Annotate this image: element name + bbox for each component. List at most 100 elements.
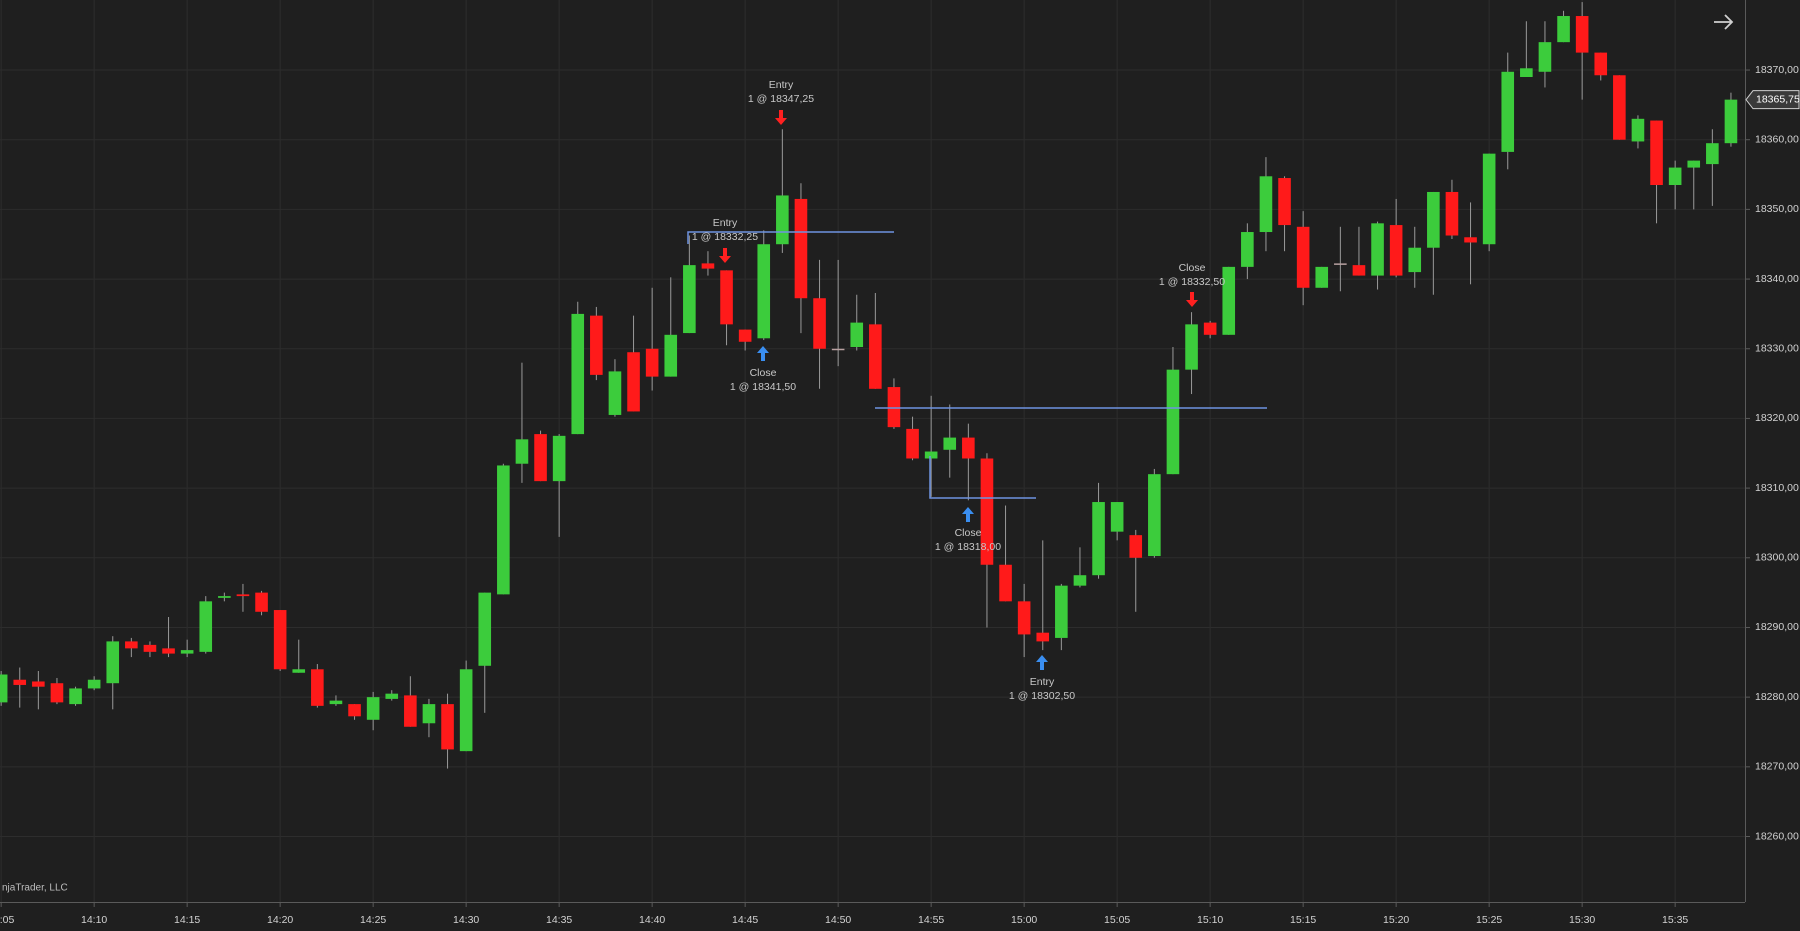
candle-body bbox=[1334, 263, 1347, 265]
candle-body bbox=[1575, 16, 1589, 53]
x-tick-label: 15:05 bbox=[1104, 914, 1130, 926]
buy-arrow bbox=[1036, 655, 1048, 670]
candle-body bbox=[366, 697, 380, 720]
candle-body bbox=[1129, 535, 1143, 558]
candle-body bbox=[1055, 585, 1068, 638]
candle-body bbox=[32, 681, 45, 687]
candle-body bbox=[776, 195, 789, 245]
x-tick-label: 14:25 bbox=[360, 914, 386, 926]
candle-body bbox=[701, 263, 715, 269]
candle-body bbox=[162, 648, 175, 654]
x-tick-label: 14:05 bbox=[0, 914, 14, 926]
candle-body bbox=[1315, 266, 1329, 288]
buy-arrow bbox=[757, 346, 769, 361]
y-tick-label: 18350,00 bbox=[1755, 203, 1799, 215]
candle-body bbox=[329, 700, 343, 705]
candle-body bbox=[1352, 265, 1366, 276]
candle-body bbox=[1724, 99, 1738, 144]
y-tick-label: 18280,00 bbox=[1755, 691, 1799, 703]
y-tick-label: 18260,00 bbox=[1755, 830, 1799, 842]
y-tick-label: 18320,00 bbox=[1755, 412, 1799, 424]
last-price-tag bbox=[1745, 90, 1800, 110]
candle-body bbox=[738, 329, 752, 342]
candle-body bbox=[199, 601, 213, 652]
candle-body bbox=[1389, 225, 1403, 276]
y-tick-label: 18340,00 bbox=[1755, 273, 1799, 285]
annotations: Entry 1 @ 18347,25 Entry 1 @ 18332,25 Cl… bbox=[692, 79, 1225, 702]
trade-line bbox=[929, 456, 1036, 499]
annotation-kind: Entry bbox=[769, 79, 794, 91]
annotation-label: 1 @ 18332,25 bbox=[692, 231, 758, 243]
candle-body bbox=[757, 244, 771, 339]
y-tick-label: 18360,00 bbox=[1755, 133, 1799, 145]
candle-body bbox=[1445, 191, 1459, 236]
candle-body bbox=[1464, 237, 1477, 243]
candle-body bbox=[1017, 601, 1031, 635]
sell-arrow bbox=[1186, 292, 1198, 307]
candle-body bbox=[1185, 324, 1198, 370]
candle-body bbox=[1166, 369, 1180, 475]
annotation-label: 1 @ 18318,00 bbox=[935, 541, 1001, 553]
x-tick-label: 14:10 bbox=[81, 914, 107, 926]
candle-body bbox=[218, 596, 231, 598]
candle-body bbox=[1278, 178, 1291, 226]
candle-body bbox=[87, 679, 101, 689]
annotation-kind: Entry bbox=[713, 217, 738, 229]
candle-body bbox=[236, 594, 250, 597]
candle-body bbox=[608, 371, 622, 415]
candle-body bbox=[1482, 153, 1496, 245]
candle-body bbox=[1203, 322, 1217, 335]
candle-body bbox=[869, 324, 882, 389]
candle-body bbox=[534, 434, 547, 482]
candle-body bbox=[831, 348, 845, 351]
candle-body bbox=[422, 704, 436, 724]
candle-body bbox=[1594, 52, 1608, 76]
candle-body bbox=[180, 650, 194, 654]
candle-body bbox=[1650, 120, 1663, 185]
candle-body bbox=[1557, 16, 1570, 43]
last-price-label: 18365,75 bbox=[1756, 93, 1800, 105]
candle-body bbox=[125, 641, 138, 649]
candle-body bbox=[1073, 575, 1087, 586]
candle-body bbox=[980, 458, 994, 565]
annotation-label: 1 @ 18347,25 bbox=[748, 93, 814, 105]
candle-body bbox=[924, 451, 938, 459]
candle-body bbox=[1371, 223, 1384, 276]
x-tick-label: 14:55 bbox=[918, 914, 944, 926]
x-tick-label: 14:45 bbox=[732, 914, 758, 926]
x-tick-label: 15:15 bbox=[1290, 914, 1316, 926]
candle-body bbox=[1296, 226, 1310, 288]
x-tick-label: 14:15 bbox=[174, 914, 200, 926]
x-tick-label: 14:20 bbox=[267, 914, 293, 926]
candle-body bbox=[478, 592, 492, 666]
candle-body bbox=[1222, 266, 1236, 335]
candle-body bbox=[143, 644, 157, 652]
candle-body bbox=[664, 334, 678, 377]
candle-body bbox=[1687, 160, 1701, 168]
buy-arrow bbox=[962, 507, 974, 522]
candle-body bbox=[441, 704, 454, 750]
sell-arrow bbox=[775, 110, 787, 125]
x-tick-label: 14:30 bbox=[453, 914, 479, 926]
candle-body bbox=[385, 693, 399, 699]
candle-body bbox=[13, 679, 27, 685]
candle-body bbox=[962, 437, 975, 459]
candle-body bbox=[1520, 68, 1533, 77]
candle-body bbox=[292, 669, 306, 673]
annotation-label: 1 @ 18302,50 bbox=[1009, 690, 1075, 702]
x-tick-label: 15:20 bbox=[1383, 914, 1409, 926]
x-tick-label: 15:00 bbox=[1011, 914, 1037, 926]
candle-body bbox=[1631, 118, 1645, 142]
x-tick-label: 15:30 bbox=[1569, 914, 1595, 926]
x-tick-label: 14:35 bbox=[546, 914, 572, 926]
candle-body bbox=[887, 387, 901, 428]
scroll-to-end-button[interactable] bbox=[1714, 14, 1734, 30]
sell-arrow bbox=[719, 248, 731, 263]
y-tick-label: 18330,00 bbox=[1755, 343, 1799, 355]
candle-body bbox=[552, 435, 566, 482]
candle-body bbox=[571, 313, 585, 435]
candle-body bbox=[1668, 167, 1682, 185]
